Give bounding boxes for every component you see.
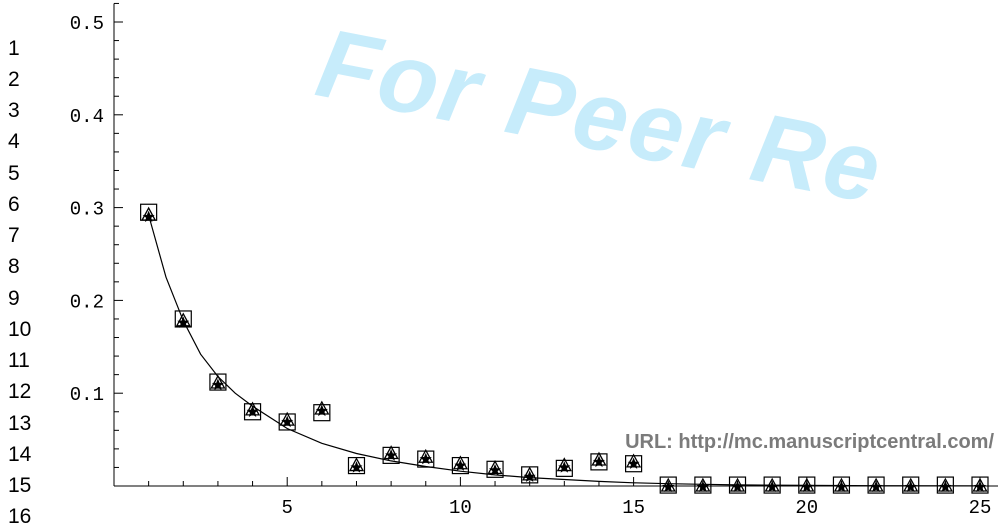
star-marker — [592, 455, 605, 468]
x-tick-label: 5 — [281, 497, 292, 518]
line-number: 4 — [8, 130, 20, 153]
star-marker — [939, 480, 952, 493]
marker-group — [140, 203, 989, 494]
square-marker — [902, 476, 920, 494]
star-marker — [281, 415, 294, 428]
y-tick-label: 0.3 — [70, 199, 104, 221]
triangle-marker — [279, 411, 295, 426]
star-marker — [315, 404, 328, 417]
star-marker — [731, 480, 744, 493]
line-number: 15 — [8, 474, 32, 497]
triangle-marker — [452, 455, 468, 470]
star-marker — [800, 480, 813, 493]
triangle-marker — [418, 448, 434, 463]
square-marker — [174, 310, 192, 328]
star-marker — [142, 210, 155, 223]
line-number: 9 — [8, 287, 20, 310]
star-marker — [662, 480, 675, 493]
square-marker — [832, 476, 851, 494]
x-tick-label: 10 — [449, 497, 472, 518]
star-marker — [869, 480, 883, 493]
y-tick-label: 0.1 — [70, 384, 104, 406]
star-marker — [454, 459, 467, 471]
square-marker — [798, 476, 816, 494]
star-marker — [974, 480, 986, 493]
triangle-marker — [175, 312, 191, 327]
line-number: 8 — [8, 255, 20, 278]
square-marker — [313, 404, 331, 422]
line-number: 7 — [8, 224, 20, 247]
line-number: 14 — [8, 443, 32, 466]
triangle-marker — [210, 374, 226, 389]
star-marker — [246, 405, 259, 417]
square-marker — [971, 476, 989, 494]
y-tick-label: 0.2 — [70, 291, 104, 313]
star-marker — [488, 463, 502, 476]
star-marker — [627, 457, 640, 469]
y-tick-label: 0.4 — [70, 106, 104, 128]
square-marker — [659, 476, 677, 494]
star-marker — [177, 316, 190, 328]
star-marker — [696, 480, 709, 493]
square-marker — [763, 476, 781, 494]
x-tick-label: 25 — [969, 497, 992, 518]
fit-curve-group — [148, 214, 981, 487]
triangle-marker — [383, 445, 399, 460]
triangle-marker — [626, 453, 642, 468]
line-number: 6 — [8, 193, 20, 216]
triangle-marker — [348, 457, 365, 472]
triangle-marker — [556, 457, 572, 472]
line-number: 10 — [8, 318, 32, 341]
line-number: 13 — [8, 412, 32, 435]
triangle-marker — [314, 400, 330, 415]
star-marker — [766, 480, 779, 493]
star-marker — [419, 452, 432, 465]
triangle-marker — [244, 401, 261, 416]
star-marker — [904, 480, 917, 493]
line-number: 11 — [8, 349, 30, 372]
x-tick-label: 20 — [795, 497, 818, 518]
url-footer: URL: http://mc.manuscriptcentral.com/ — [625, 431, 994, 453]
star-marker — [211, 378, 224, 391]
triangle-marker — [591, 451, 607, 466]
square-marker — [555, 459, 573, 477]
line-number: 1 — [8, 37, 20, 60]
fit-curve — [148, 214, 981, 487]
triangle-marker — [141, 206, 157, 221]
square-marker — [728, 476, 747, 494]
line-number: 3 — [8, 99, 20, 122]
star-marker — [558, 461, 571, 473]
line-number: 2 — [8, 68, 20, 91]
line-number: 12 — [8, 380, 32, 403]
y-tick-label: 0.5 — [70, 13, 104, 35]
square-marker — [694, 476, 712, 494]
square-marker — [209, 373, 227, 391]
x-tick-label: 15 — [622, 497, 645, 518]
square-marker — [936, 476, 954, 494]
star-marker — [835, 480, 848, 493]
triangle-marker — [487, 460, 503, 475]
star-marker — [523, 470, 536, 482]
square-marker — [867, 476, 885, 494]
triangle-marker — [522, 466, 538, 481]
star-marker — [385, 449, 398, 461]
star-marker — [350, 461, 363, 473]
line-number: 5 — [8, 162, 20, 185]
